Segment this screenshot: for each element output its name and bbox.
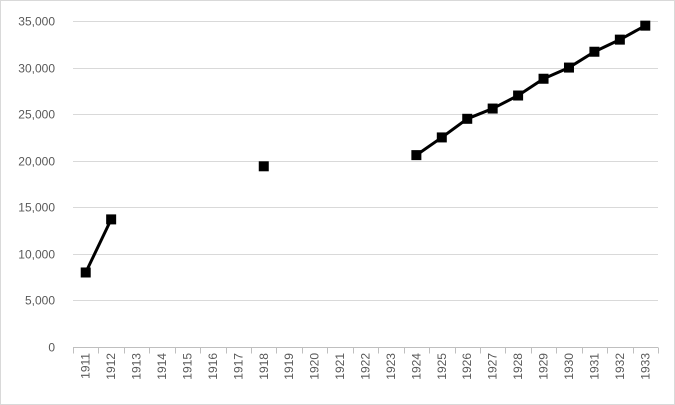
x-axis-tick-labels: 1911 1912 1913 1914 1915 1916 1917 1918 1919 1920… [79,353,653,380]
x-tick-label: 1919 [282,353,296,380]
data-point-1911 [80,267,91,278]
x-tick-label: 1916 [206,353,220,380]
x-tick-label: 1925 [435,353,449,380]
x-tick-label: 1912 [104,353,118,380]
y-tick-label: 15,000 [18,201,55,215]
x-tick-label: 1932 [613,353,627,380]
data-point-1925 [436,132,447,143]
y-tick-label: 35,000 [18,15,55,29]
x-tick-label: 1933 [638,353,652,380]
gridlines [73,21,658,301]
data-point-1932 [614,34,625,45]
x-tick-label: 1917 [231,353,245,380]
axes [73,347,659,354]
x-tick-label: 1929 [537,353,551,380]
x-tick-label: 1931 [587,353,601,380]
x-tick-label: 1918 [257,353,271,380]
y-tick-label: 30,000 [18,62,55,76]
series [80,20,651,278]
x-tick-label: 1923 [384,353,398,380]
x-tick-label: 1913 [130,353,144,380]
series-line-segment [415,24,647,157]
x-tick-label: 1920 [308,353,322,380]
data-point-1924 [411,150,422,161]
y-tick-label: 10,000 [18,248,55,262]
x-tick-label: 1928 [511,353,525,380]
data-point-1931 [589,46,600,57]
x-tick-label: 1930 [562,353,576,380]
x-tick-label: 1911 [79,353,93,379]
series-line-segment [84,218,113,274]
x-tick-label: 1921 [333,353,347,380]
x-tick-label: 1914 [155,353,169,380]
data-point-1929 [538,73,549,84]
y-axis-tick-labels: 0 5,000 10,000 15,000 20,000 25,000 30,000 35,0… [18,15,55,355]
data-point-1912 [106,214,117,225]
x-tick-label: 1927 [486,353,500,380]
data-point-1928 [513,90,524,101]
data-point-1918 [258,161,269,172]
data-point-1930 [563,62,574,73]
x-tick-label: 1922 [359,353,373,380]
y-tick-label: 5,000 [25,294,55,308]
data-point-1933 [640,20,651,31]
x-tick-label: 1915 [180,353,194,380]
x-tick-label: 1926 [460,353,474,380]
y-tick-label: 20,000 [18,155,55,169]
y-tick-label: 0 [48,341,55,355]
data-point-1926 [462,113,473,124]
data-point-1927 [487,103,498,114]
y-tick-label: 25,000 [18,108,55,122]
x-tick-label: 1924 [409,353,423,380]
